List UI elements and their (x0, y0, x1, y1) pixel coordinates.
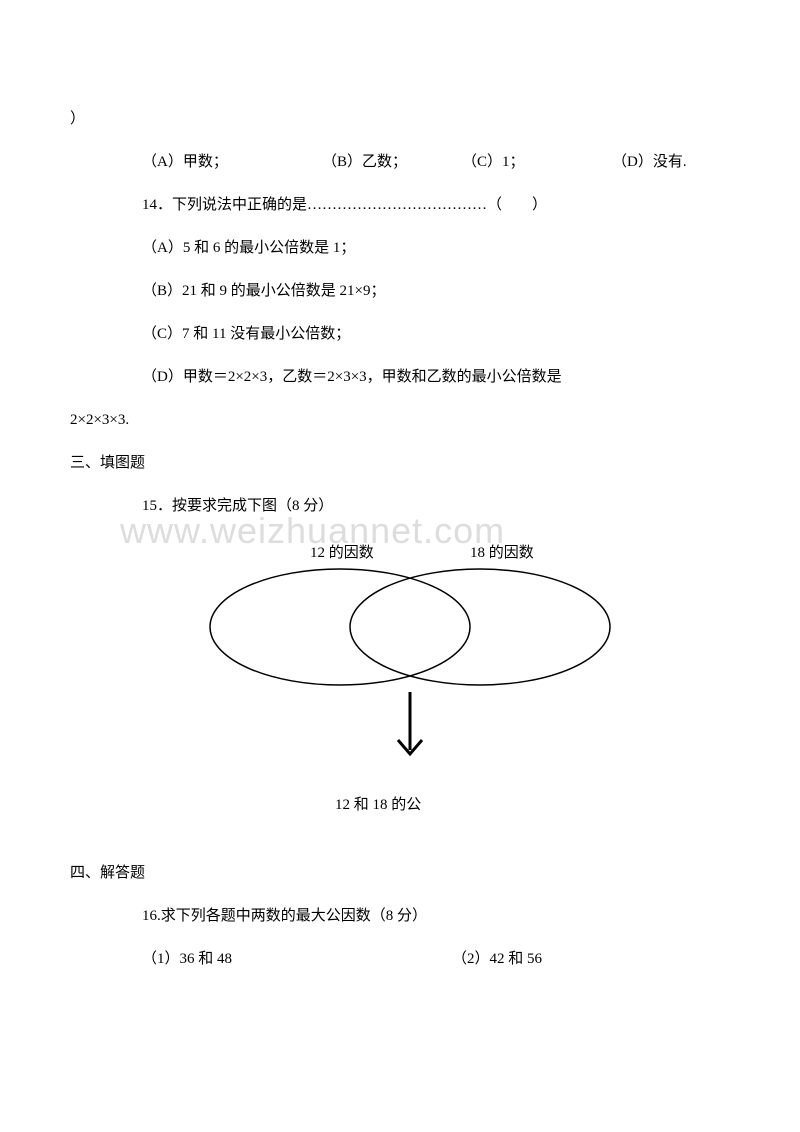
section-3-title: 三、填图题 (70, 444, 730, 483)
q14-option-a: （A）5 和 6 的最小公倍数是 1； (70, 229, 730, 268)
prev-question-closing: ） (70, 100, 730, 139)
q16-sub1: （1）36 和 48 (142, 940, 452, 979)
q14-option-d-cont: 2×2×3×3. (70, 401, 730, 440)
q14-option-c: （C）7 和 11 没有最小公倍数； (70, 315, 730, 354)
venn-bottom-label: 12 和 18 的公 (335, 786, 421, 825)
q16-subparts: （1）36 和 48 （2）42 和 56 (70, 940, 730, 979)
q14-option-d: （D）甲数＝2×2×3，乙数＝2×3×3，甲数和乙数的最小公倍数是 (70, 358, 730, 397)
q16-sub2: （2）42 和 56 (452, 940, 542, 979)
down-arrow-icon (390, 692, 430, 767)
prev-question-options: （A）甲数； （B）乙数； （C）1； （D）没有. (70, 143, 730, 182)
option-a: （A）甲数； (142, 143, 322, 182)
option-c: （C）1； (462, 143, 612, 182)
section-4-title: 四、解答题 (70, 854, 730, 893)
venn-circles (200, 562, 620, 692)
q16-stem: 16.求下列各题中两数的最大公因数（8 分） (70, 897, 730, 936)
q14-option-b: （B）21 和 9 的最小公倍数是 21×9； (70, 272, 730, 311)
option-d: （D）没有. (612, 143, 687, 182)
q14-stem: 14．下列说法中正确的是………………………………（ ） (70, 186, 730, 225)
venn-diagram: 12 的因数 18 的因数 12 和 18 的公 (200, 534, 660, 814)
q15-stem: 15．按要求完成下图（8 分） (70, 487, 730, 526)
option-b: （B）乙数； (322, 143, 462, 182)
document-content: ） （A）甲数； （B）乙数； （C）1； （D）没有. 14．下列说法中正确的… (0, 0, 800, 979)
